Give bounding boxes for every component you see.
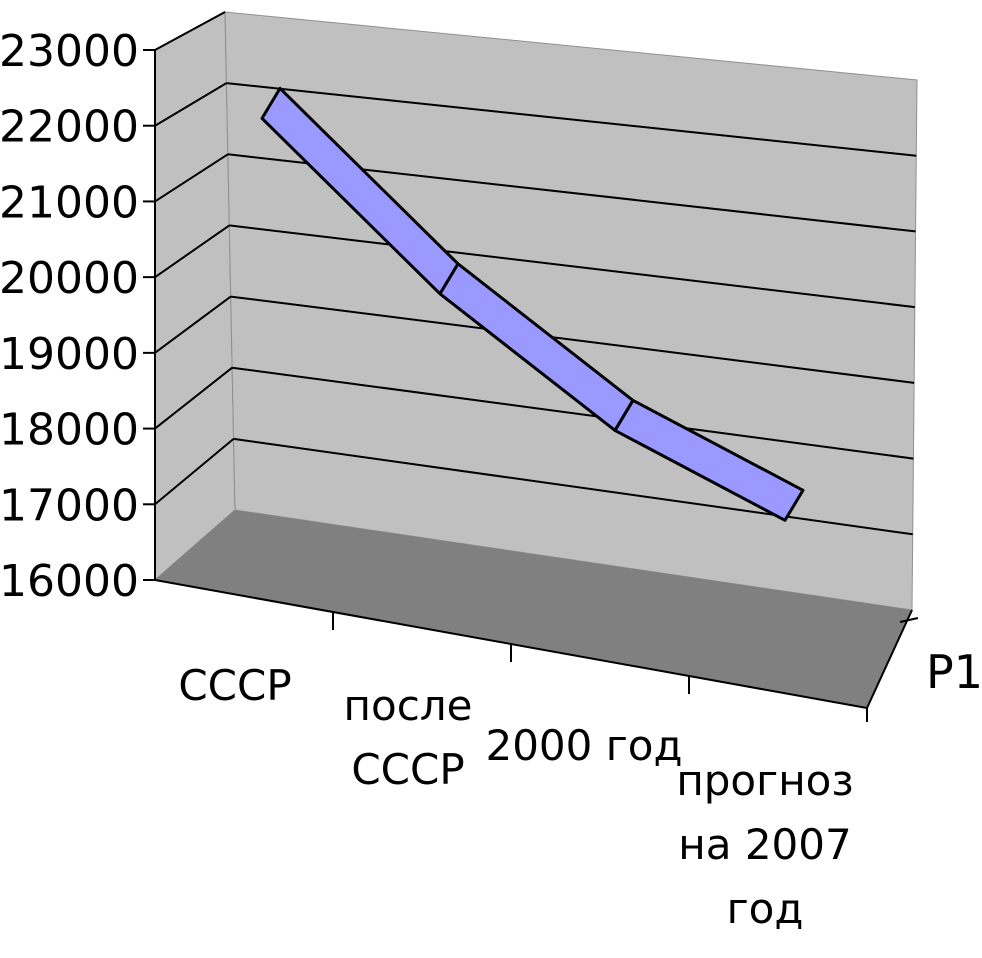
gridline bbox=[232, 366, 914, 460]
xtick-layer bbox=[332, 612, 868, 722]
y-tick-label: 17000 bbox=[0, 480, 139, 531]
side-gridline bbox=[154, 438, 235, 506]
data-point bbox=[614, 399, 634, 431]
category-label: после СССР bbox=[344, 681, 473, 794]
gridline bbox=[230, 295, 915, 384]
side-gridline bbox=[154, 366, 233, 430]
y-tick-label: 18000 bbox=[0, 405, 139, 456]
y-tick-label: 19000 bbox=[0, 329, 139, 380]
data-point bbox=[261, 87, 281, 119]
side-gridline bbox=[154, 11, 226, 51]
data-point bbox=[439, 263, 459, 295]
category-label: прогноз на 2007 год bbox=[676, 756, 853, 933]
series-label: Р1 bbox=[926, 645, 982, 699]
depth-axis-tick bbox=[899, 617, 919, 623]
ytick-layer: 16000 17000 18000 19000 20000 21000 22000 23000 bbox=[0, 26, 155, 607]
grid-layer bbox=[154, 11, 917, 536]
gridline bbox=[226, 82, 917, 157]
floor-right-edge bbox=[866, 609, 913, 709]
side-gridline bbox=[154, 224, 230, 278]
y-tick-label: 23000 bbox=[0, 26, 139, 77]
data-point bbox=[784, 489, 804, 521]
side-gridline bbox=[154, 295, 232, 354]
category-label: 2000 год bbox=[485, 721, 682, 770]
y-tick-label: 22000 bbox=[0, 102, 139, 153]
category-label: СССР bbox=[178, 661, 291, 710]
side-gridline bbox=[154, 82, 227, 127]
floor bbox=[155, 510, 912, 708]
gridline bbox=[233, 437, 913, 536]
y-tick-label: 21000 bbox=[0, 177, 139, 228]
gridline bbox=[229, 224, 915, 309]
y-tick-label: 20000 bbox=[0, 253, 139, 304]
ribbon-layer bbox=[260, 86, 805, 522]
y-tick-label: 16000 bbox=[0, 556, 139, 607]
side-gridline bbox=[154, 153, 229, 203]
